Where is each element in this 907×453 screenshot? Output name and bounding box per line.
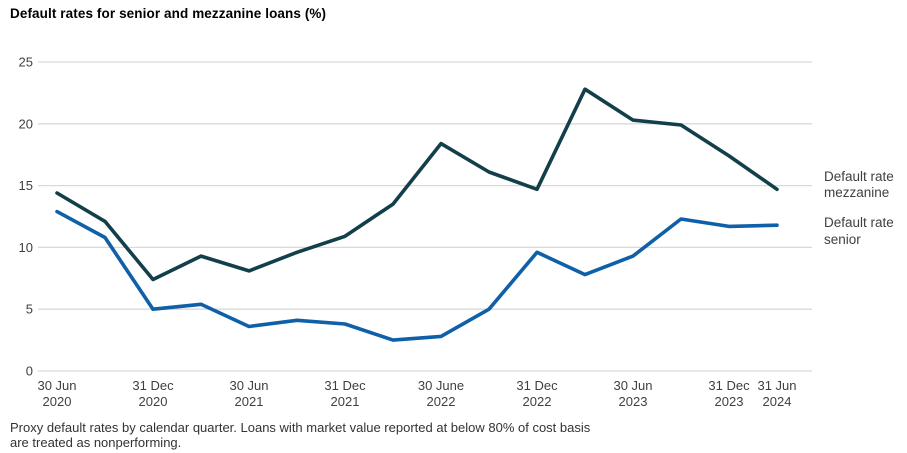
x-axis-tick-label: 31 Jun bbox=[757, 378, 796, 393]
x-axis-tick-label: 2021 bbox=[331, 394, 360, 409]
legend-item-senior: Default rate senior bbox=[824, 215, 894, 247]
mezzanine-line bbox=[55, 87, 779, 282]
x-axis-tick-label: 2021 bbox=[235, 394, 264, 409]
y-axis-tick-label: 25 bbox=[19, 55, 33, 70]
x-axis-tick-label: 2023 bbox=[715, 394, 744, 409]
x-axis-tick-label: 2024 bbox=[763, 394, 792, 409]
x-axis-tick-label: 30 Jun bbox=[613, 378, 652, 393]
senior-line bbox=[55, 209, 779, 342]
x-axis-tick-label: 2023 bbox=[619, 394, 648, 409]
chart-title: Default rates for senior and mezzanine l… bbox=[10, 6, 327, 21]
legend-item-mezzanine: Default rate mezzanine bbox=[824, 169, 894, 201]
x-axis-tick-label: 31 Dec bbox=[132, 378, 174, 393]
legend: Default rate mezzanine Default rate seni… bbox=[824, 169, 907, 248]
y-axis-tick-label: 10 bbox=[19, 240, 33, 255]
y-axis-tick-label: 15 bbox=[19, 178, 33, 193]
x-axis-tick-label: 31 Dec bbox=[708, 378, 750, 393]
x-axis-tick-label: 30 June bbox=[418, 378, 464, 393]
x-axis-tick-label: 31 Dec bbox=[516, 378, 558, 393]
y-axis-tick-label: 20 bbox=[19, 116, 33, 131]
x-axis-tick-label: 2020 bbox=[139, 394, 168, 409]
chart-footnote: Proxy default rates by calendar quarter.… bbox=[10, 420, 591, 451]
x-axis-tick-label: 30 Jun bbox=[229, 378, 268, 393]
x-axis-tick-label: 30 Jun bbox=[37, 378, 76, 393]
x-axis-tick-label: 2022 bbox=[427, 394, 456, 409]
x-axis-tick-label: 2022 bbox=[523, 394, 552, 409]
x-axis-tick-label: 31 Dec bbox=[324, 378, 366, 393]
x-axis-tick-label: 2020 bbox=[43, 394, 72, 409]
y-axis-tick-label: 0 bbox=[26, 364, 33, 379]
y-axis-tick-label: 5 bbox=[26, 302, 33, 317]
